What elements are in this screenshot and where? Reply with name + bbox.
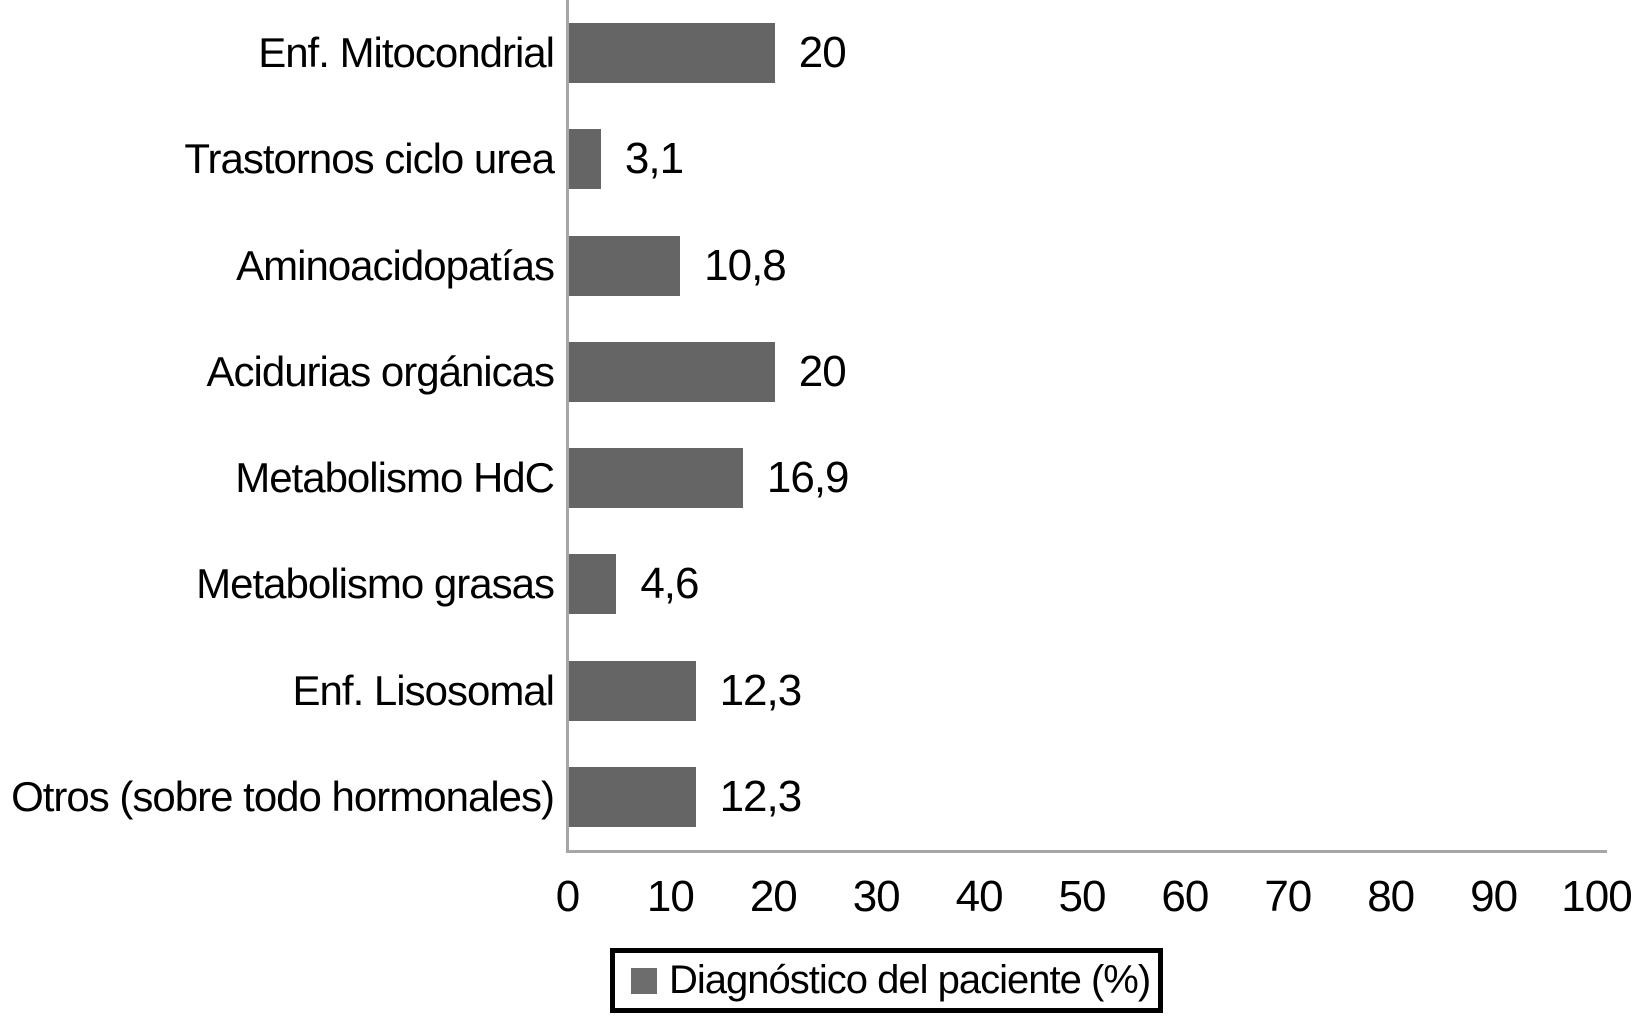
x-tick-label: 90 xyxy=(1470,872,1518,921)
x-tick-label: 80 xyxy=(1367,872,1415,921)
bar-row: Metabolismo grasas 4,6 xyxy=(0,531,1633,637)
x-tick-label: 10 xyxy=(646,872,695,921)
x-tick-label: 100 xyxy=(1561,872,1632,921)
bar-rows-container: Enf. Mitocondrial 20 Trastornos ciclo urea… xyxy=(0,0,1633,850)
x-tick-label: 0 xyxy=(555,872,581,921)
bar-row: Enf. Lisosomal 12,3 xyxy=(0,638,1633,744)
category-label: Acidurias orgánicas xyxy=(206,347,555,395)
x-tick-label: 60 xyxy=(1161,872,1209,921)
category-label: Enf. Lisosomal xyxy=(292,666,555,714)
bar xyxy=(569,129,601,190)
bar-row: Otros (sobre todo hormonales) 12,3 xyxy=(0,744,1633,850)
value-label: 20 xyxy=(798,28,847,78)
x-tick-label: 40 xyxy=(955,872,1004,921)
category-label: Aminoacidopatías xyxy=(236,241,555,289)
value-label: 10,8 xyxy=(704,240,787,290)
x-tick-label: 20 xyxy=(749,872,798,921)
value-label: 3,1 xyxy=(624,134,684,184)
category-label: Trastornos ciclo urea xyxy=(184,135,555,183)
x-axis-line xyxy=(566,850,1607,853)
category-label: Enf. Mitocondrial xyxy=(258,29,555,77)
bar xyxy=(569,554,617,615)
category-label: Metabolismo grasas xyxy=(196,560,555,608)
bar-row: Metabolismo HdC 16,9 xyxy=(0,425,1633,531)
bar xyxy=(569,766,696,827)
value-label: 12,3 xyxy=(719,665,803,715)
value-label: 4,6 xyxy=(640,559,699,609)
x-tick-label: 30 xyxy=(852,872,901,921)
bar-row: Trastornos ciclo urea 3,1 xyxy=(0,106,1633,212)
bar xyxy=(569,23,775,84)
category-label: Otros (sobre todo hormonales) xyxy=(11,772,555,820)
bar xyxy=(569,235,681,296)
x-tick-label: 70 xyxy=(1264,872,1312,921)
category-label: Metabolismo HdC xyxy=(235,454,555,502)
legend-box: Diagnóstico del paciente (%) xyxy=(610,948,1163,1013)
bar xyxy=(569,341,775,402)
x-tick-label: 50 xyxy=(1058,872,1107,921)
value-label: 12,3 xyxy=(719,771,803,821)
bar-row: Acidurias orgánicas 20 xyxy=(0,319,1633,425)
bar xyxy=(569,448,743,509)
value-label: 16,9 xyxy=(766,453,850,503)
y-axis-line xyxy=(566,0,569,853)
legend-marker-icon xyxy=(631,967,657,994)
bar xyxy=(569,660,696,721)
bar-row: Enf. Mitocondrial 20 xyxy=(0,0,1633,106)
legend-label: Diagnóstico del paciente (%) xyxy=(669,958,1151,1002)
bar-row: Aminoacidopatías 10,8 xyxy=(0,213,1633,319)
x-axis-tick-labels: 0 10 20 30 40 50 60 70 80 90 100 xyxy=(0,872,1633,924)
value-label: 20 xyxy=(798,346,847,396)
